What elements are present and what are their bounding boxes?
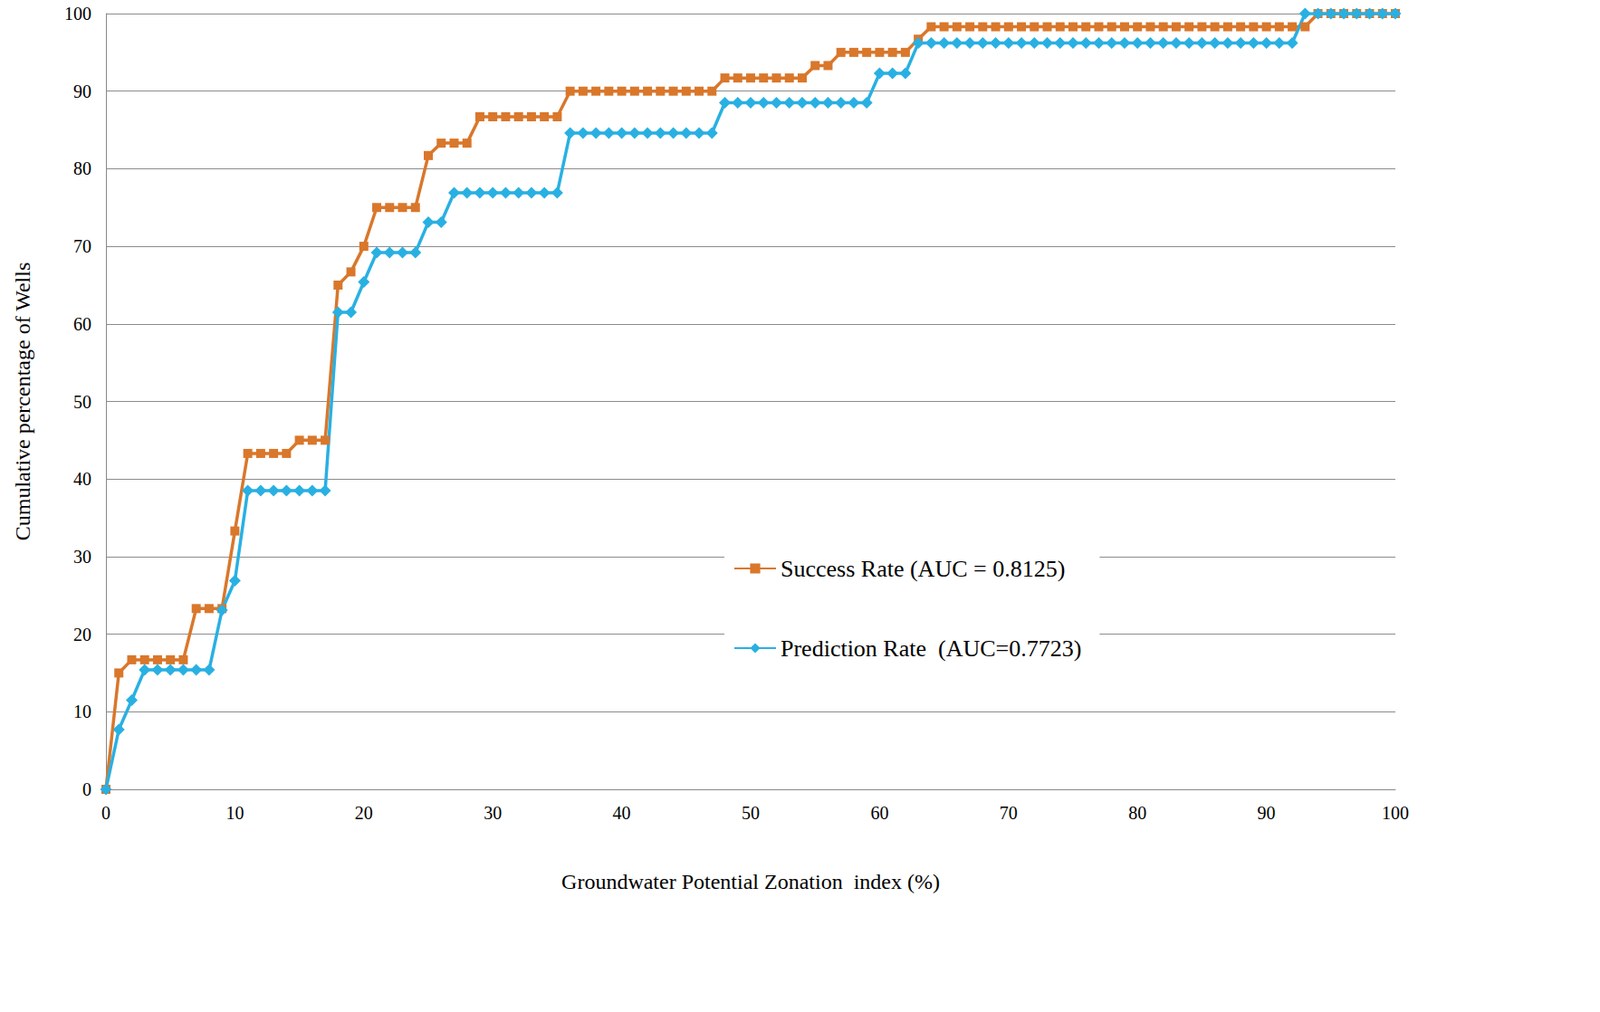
svg-text:40: 40 bbox=[73, 469, 92, 489]
svg-text:50: 50 bbox=[741, 803, 760, 824]
svg-text:100: 100 bbox=[64, 3, 92, 24]
svg-text:80: 80 bbox=[73, 158, 92, 179]
svg-text:Success Rate (AUC = 0.8125): Success Rate (AUC = 0.8125) bbox=[780, 555, 1065, 583]
svg-text:100: 100 bbox=[1381, 803, 1409, 824]
svg-text:60: 60 bbox=[73, 314, 92, 335]
svg-text:10: 10 bbox=[225, 803, 244, 824]
svg-text:90: 90 bbox=[73, 81, 92, 102]
svg-text:80: 80 bbox=[1128, 803, 1147, 824]
svg-text:10: 10 bbox=[73, 701, 92, 722]
svg-text:20: 20 bbox=[73, 624, 92, 645]
svg-text:Cumulative percentage of Wells: Cumulative percentage of Wells bbox=[10, 262, 35, 542]
svg-text:Groundwater Potential Zonation: Groundwater Potential Zonation index (%) bbox=[561, 870, 940, 894]
svg-text:20: 20 bbox=[354, 803, 374, 824]
svg-text:70: 70 bbox=[999, 803, 1018, 824]
svg-text:Prediction Rate (AUC=0.7723): Prediction Rate (AUC=0.7723) bbox=[780, 635, 1082, 662]
svg-text:0: 0 bbox=[101, 803, 111, 824]
svg-text:0: 0 bbox=[82, 779, 92, 800]
svg-text:60: 60 bbox=[870, 803, 889, 824]
svg-text:30: 30 bbox=[73, 546, 92, 567]
svg-text:70: 70 bbox=[73, 236, 92, 257]
svg-text:50: 50 bbox=[73, 392, 92, 412]
svg-text:90: 90 bbox=[1257, 803, 1276, 824]
svg-text:30: 30 bbox=[483, 803, 502, 824]
svg-text:40: 40 bbox=[613, 803, 632, 824]
